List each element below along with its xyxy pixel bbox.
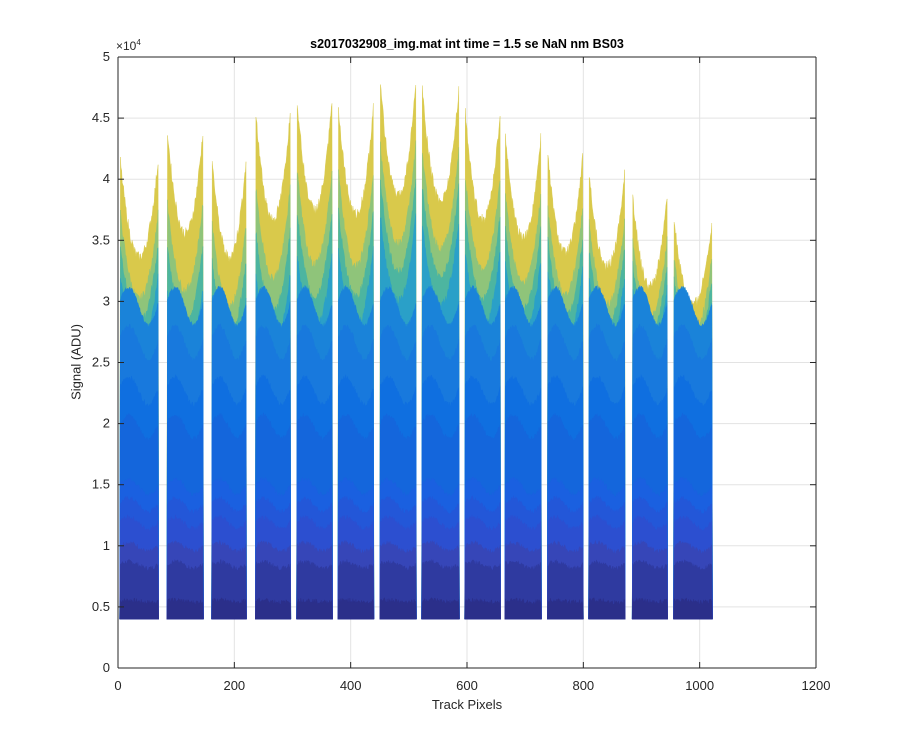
chart-title: s2017032908_img.mat int time = 1.5 se Na… (310, 37, 624, 51)
y-axis-label: Signal (ADU) (68, 324, 84, 400)
track-area-layer (119, 597, 159, 620)
y-tick-label: 2 (103, 416, 110, 431)
x-tick-label: 200 (223, 678, 245, 693)
y-tick-label: 1.5 (92, 477, 110, 492)
track-group (119, 156, 159, 620)
y-tick-label: 3.5 (92, 232, 110, 247)
track-area-layer (588, 597, 626, 620)
track-group (379, 84, 417, 620)
y-exponent-base: ×10 (116, 39, 137, 53)
y-tick-label: 0 (103, 660, 110, 675)
x-tick-label: 0 (114, 678, 121, 693)
track-area-layer (547, 598, 584, 620)
track-area-layer (504, 597, 542, 620)
track-group (296, 103, 333, 620)
y-tick-label: 5 (103, 49, 110, 64)
track-group (464, 108, 501, 620)
axes: 0 200 400 600 800 1000 1200 0 0.5 1 1.5 2 2.5 3 3.5 4 4.… (92, 49, 831, 693)
track-area-layer (296, 597, 333, 620)
track-area-layer (464, 597, 501, 620)
x-tick-label: 400 (340, 678, 362, 693)
x-tick-label: 800 (572, 678, 594, 693)
track-area-layer (379, 597, 417, 620)
track-group (211, 161, 247, 620)
x-tick-label: 1000 (685, 678, 714, 693)
track-area-layer (673, 597, 713, 620)
y-tick-label: 4 (103, 171, 110, 186)
track-group (255, 112, 292, 620)
track-area-layer (211, 597, 247, 620)
x-tick-label: 1200 (802, 678, 831, 693)
track-group (631, 194, 668, 620)
y-tick-label: 0.5 (92, 599, 110, 614)
y-exponent-power: 4 (136, 38, 141, 47)
track-group (673, 222, 713, 620)
track-group (547, 153, 584, 620)
y-exponent-label: ×104 (116, 38, 141, 53)
track-area-layer (337, 597, 375, 620)
x-axis-label: Track Pixels (431, 697, 503, 712)
y-tick-label: 1 (103, 538, 110, 553)
y-tick-label: 4.5 (92, 110, 110, 125)
track-group (337, 103, 375, 620)
y-tick-label: 3 (103, 293, 110, 308)
x-tick-label: 600 (456, 678, 478, 693)
track-group (504, 133, 542, 620)
track-group (166, 135, 204, 620)
track-area-layer (255, 597, 292, 620)
track-area-layer (166, 597, 204, 620)
track-area-layer (631, 597, 668, 620)
plot-area (119, 84, 713, 620)
y-tick-label: 2.5 (92, 355, 110, 370)
track-group (588, 169, 626, 620)
track-area-layer (421, 597, 460, 620)
track-group (421, 85, 460, 620)
